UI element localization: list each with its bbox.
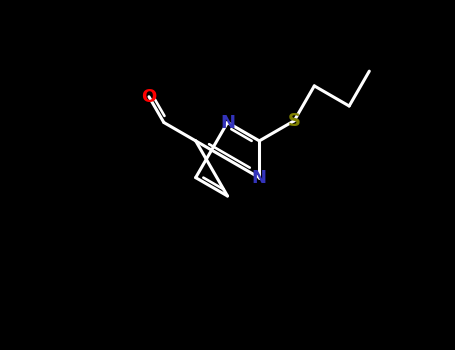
Text: N: N: [220, 113, 235, 132]
Text: O: O: [142, 88, 157, 106]
Text: S: S: [288, 112, 301, 130]
Text: N: N: [252, 169, 267, 187]
